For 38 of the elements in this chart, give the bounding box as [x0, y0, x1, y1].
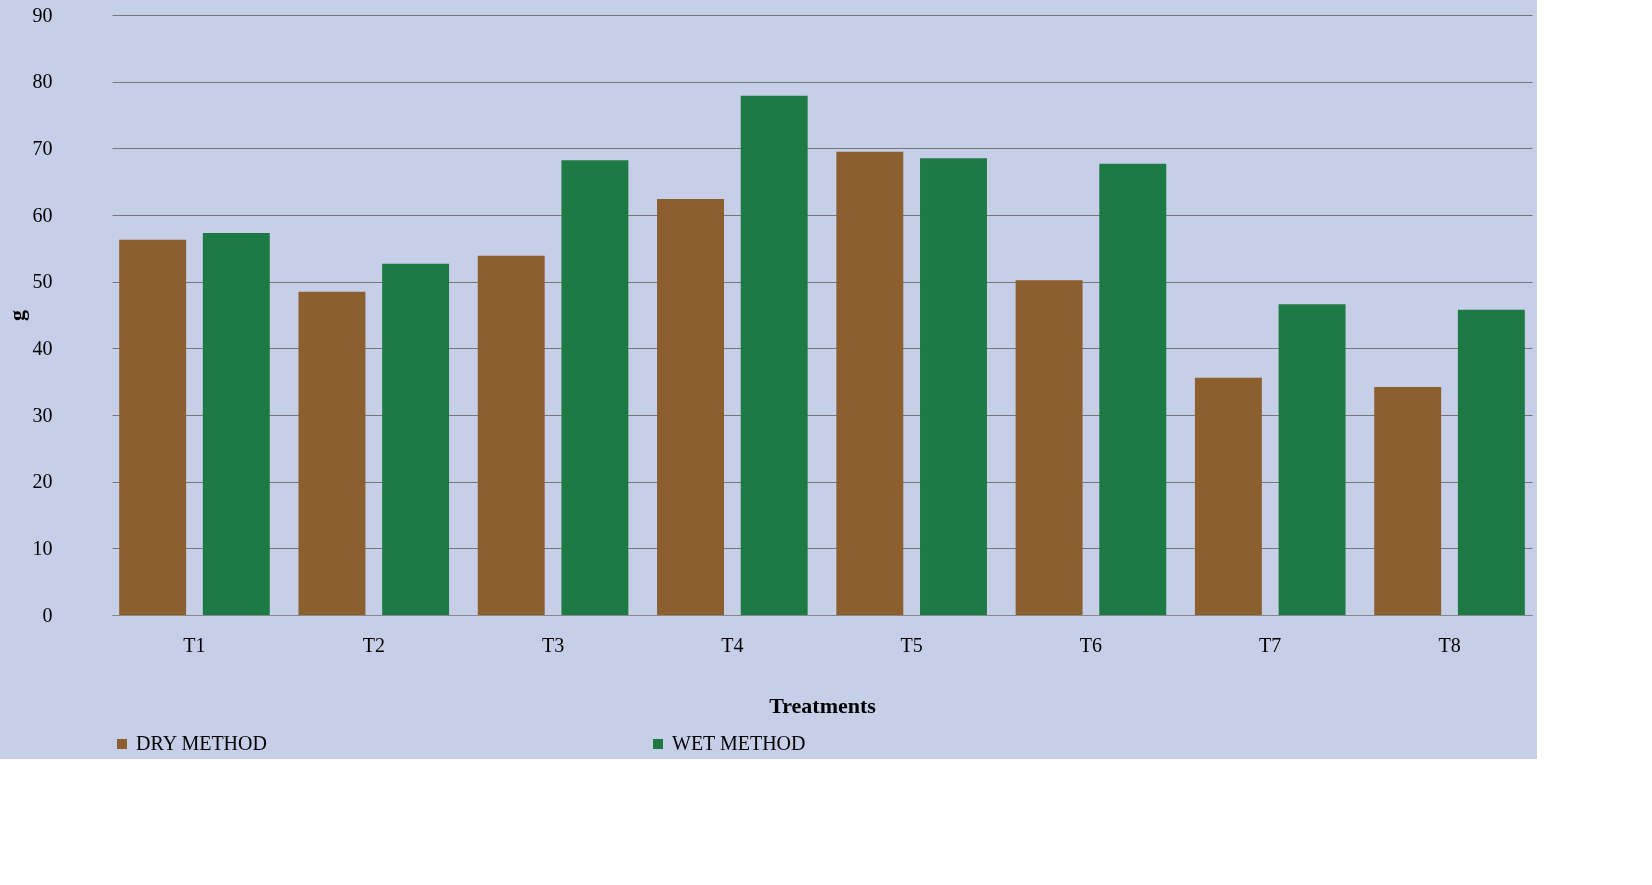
- legend-label: DRY METHOD: [136, 732, 267, 754]
- bar: [836, 151, 904, 615]
- bar: [298, 291, 366, 615]
- y-tick-label: 0: [42, 603, 53, 626]
- x-tick-label: T7: [1259, 633, 1282, 656]
- y-tick-label: 30: [32, 403, 53, 426]
- bar: [920, 158, 987, 615]
- bar: [119, 239, 187, 615]
- y-tick-label: 40: [32, 336, 53, 359]
- bar: [1457, 309, 1525, 615]
- bar: [1194, 377, 1262, 615]
- x-tick-label: T6: [1079, 633, 1103, 656]
- x-axis-title: Treatments: [769, 692, 877, 718]
- y-axis-title: g: [3, 310, 29, 321]
- y-tick-label: 10: [32, 536, 53, 559]
- legend-label: WET METHOD: [672, 732, 806, 754]
- x-tick-label: T5: [900, 633, 923, 656]
- bar: [561, 160, 629, 615]
- bar: [740, 95, 808, 615]
- bar: [1015, 280, 1083, 615]
- bar: [1099, 163, 1167, 615]
- y-tick-label: 60: [32, 203, 53, 226]
- x-tick-label: T3: [541, 633, 565, 656]
- y-tick-label: 20: [32, 470, 53, 493]
- x-tick-label: T1: [183, 633, 206, 656]
- bar: [382, 263, 450, 615]
- bar: [657, 199, 724, 615]
- bar: [477, 255, 545, 615]
- y-tick-label: 50: [32, 270, 53, 293]
- bar: [202, 233, 270, 615]
- x-tick-label: T8: [1438, 633, 1461, 656]
- bar: [1374, 387, 1442, 615]
- y-tick-label: 90: [32, 3, 53, 26]
- bar: [1278, 304, 1346, 615]
- x-tick-label: T2: [362, 633, 385, 656]
- y-tick-label: 70: [32, 136, 53, 159]
- x-tick-label: T4: [721, 633, 744, 656]
- y-tick-label: 80: [32, 70, 53, 93]
